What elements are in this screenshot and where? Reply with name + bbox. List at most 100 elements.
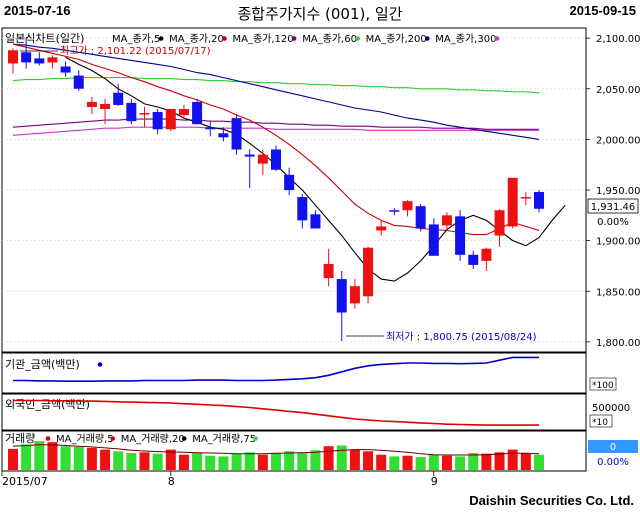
legend-item-label: MA_종가,5	[112, 33, 160, 45]
candle-body	[152, 112, 163, 130]
foreign-tick: 500000	[592, 403, 630, 414]
volume-bar	[257, 454, 268, 470]
volume-bar	[21, 444, 32, 470]
legend-item-dot	[158, 36, 164, 41]
legend-item-dot	[494, 36, 500, 41]
candle-body	[218, 133, 229, 138]
volume-bar	[192, 453, 203, 470]
volume-pct: 0.00%	[597, 457, 629, 468]
candle-body	[363, 247, 374, 297]
candle	[8, 48, 18, 74]
volume-bar	[494, 452, 505, 470]
candle	[402, 200, 413, 217]
candle-body	[441, 215, 452, 226]
volume-bar	[441, 455, 452, 470]
volume-bar	[244, 452, 255, 470]
candle	[441, 212, 452, 231]
volume-bar	[507, 449, 518, 470]
last-price-marker: 1,931.46 0.00%	[587, 198, 639, 228]
low-annotation: 최저가 : 1,800.75 (2015/08/24)	[346, 331, 537, 343]
candle-body	[100, 103, 111, 109]
volume-label: 거래량	[5, 432, 35, 445]
volume-last-box	[588, 440, 638, 453]
y-tick-label: 2,000.00	[596, 135, 640, 146]
x-tick-label: 2015/07	[2, 475, 48, 488]
volume-bar	[60, 446, 71, 470]
candle	[284, 167, 295, 196]
foreign-panel: 외국인_금액(백만) 500000 *10	[5, 398, 630, 428]
candle-body	[468, 254, 479, 265]
institution-scale-box	[589, 377, 617, 391]
last-price-box	[587, 198, 639, 214]
candle-body	[323, 263, 334, 279]
candle	[349, 279, 360, 309]
volume-ma-line	[12, 444, 540, 456]
candle-body	[415, 206, 426, 229]
candle	[534, 190, 544, 213]
candle-body	[86, 101, 97, 107]
candle-body	[520, 197, 531, 199]
volume-bar	[205, 455, 216, 470]
volume-panel-frame	[1, 430, 587, 472]
y-tick-label: 1,950.00	[596, 186, 640, 197]
volume-bar	[455, 456, 466, 470]
foreign-panel-frame	[1, 393, 587, 431]
volume-bar	[297, 453, 308, 470]
high-annotation: 최고가 : 2,101.22 (2015/07/17)	[20, 45, 211, 57]
volume-bar	[310, 450, 321, 470]
legend-item-label: MA_종가,20	[169, 33, 224, 45]
price-y-axis: 1,800.00 1,850.00 1,900.00 1,950.00 2,000.00…	[586, 34, 640, 349]
candle	[455, 210, 466, 261]
legend-item-label: MA_종가,200	[366, 33, 427, 45]
price-panel	[2, 36, 586, 343]
volume-bar	[534, 454, 544, 470]
foreign-scale-box	[589, 414, 613, 428]
candle	[507, 177, 518, 229]
volume-bar	[323, 446, 334, 470]
candle	[165, 109, 176, 132]
volume-legend-label: MA_거래량,75	[192, 433, 256, 445]
institution-scale: *100	[592, 381, 614, 391]
x-tick-label: 8	[168, 475, 175, 488]
candle-body	[178, 109, 189, 116]
ma200-line	[12, 43, 540, 140]
ma20-line	[12, 43, 540, 236]
candle-body	[231, 118, 242, 150]
candle	[192, 98, 203, 125]
volume-legend-label: MA_거래량,20	[121, 433, 185, 445]
legend-item-dot	[355, 36, 360, 41]
candle-body	[349, 286, 360, 304]
candle	[244, 149, 255, 188]
candle	[218, 127, 229, 142]
candle	[415, 204, 426, 232]
candle	[481, 247, 492, 271]
volume-bar	[468, 453, 479, 470]
candle-body	[310, 214, 321, 229]
volume-bar	[113, 451, 124, 470]
volume-legend-label: MA_거래량,5	[56, 433, 114, 445]
candle-body	[60, 66, 71, 73]
candle-body	[481, 248, 492, 261]
price-legend: 일본식차트(일간) MA_종가,5 MA_종가,20 MA_종가,120 MA_종가,…	[5, 31, 500, 45]
candle-body	[126, 102, 137, 122]
candle-body	[192, 101, 203, 125]
volume-last-value: 0	[610, 442, 616, 453]
institution-legend-dot	[97, 362, 103, 367]
candle-body	[376, 226, 387, 231]
volume-bar	[415, 457, 426, 470]
volume-panel: 0 0.00%	[8, 440, 638, 470]
candle	[178, 104, 189, 120]
candle-body	[428, 224, 439, 256]
candle-body	[34, 58, 45, 64]
volume-legend-dot	[181, 436, 187, 441]
volume-bar	[284, 451, 295, 470]
candle-body	[165, 109, 176, 130]
last-price-value: 1,931.46	[591, 202, 636, 213]
candle	[60, 61, 71, 77]
volume-bar	[336, 445, 347, 470]
candle-body	[494, 210, 505, 236]
foreign-scale: *10	[592, 418, 608, 428]
volume-bar	[165, 449, 176, 470]
candle-body	[534, 192, 544, 209]
